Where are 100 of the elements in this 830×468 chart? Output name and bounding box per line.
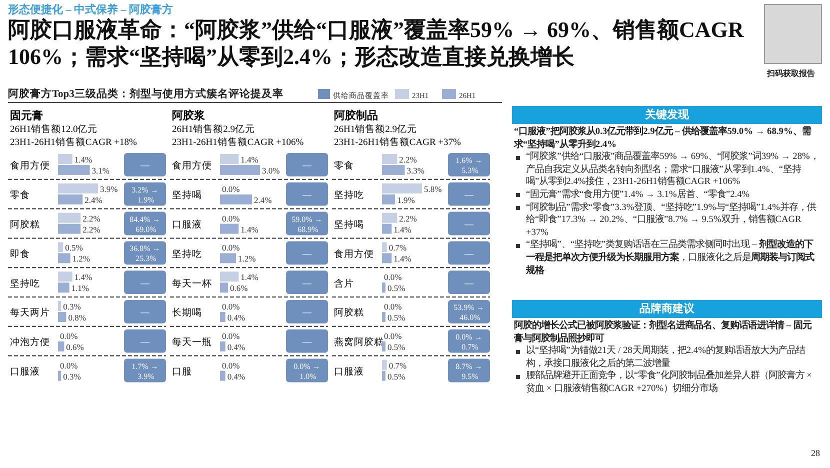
text: —: [140, 278, 150, 288]
bar: [382, 154, 398, 164]
text: 36.8% → 25.3%: [130, 244, 160, 264]
text: “阿胶制品”需求“零食”3.3%登顶、“坚持吃”1.9%与“坚持喝”1.4%并存，供给“即食”17.3% → 20.2%、“口服液”8.7% → 9.5%双升，销售额CAGR +37%: [525, 202, 818, 238]
bar: [382, 242, 387, 252]
text: 23H1-26H1销售额CAGR +18%: [10, 136, 138, 148]
data-label: 5.8%: [424, 184, 442, 194]
text: “坚持喝”、“坚持吃”类复购话语在三品类需求侧同时出现 – 剂型改造的下一程是把单次方便升级为长期服用方案，口服液化之后是周期装与订阅式规格: [526, 240, 814, 276]
data-label: 3.3%: [406, 166, 424, 176]
text: 0.0% → 0.7%: [456, 332, 482, 352]
text: 扫码获取报告: [766, 68, 816, 79]
text: 23H1-26H1销售额CAGR +106%: [172, 136, 304, 148]
data-label: 1.4%: [394, 224, 412, 234]
y-tick-label: 食用方便: [10, 160, 50, 172]
data-label: 0.0%: [384, 302, 402, 312]
text: —: [302, 278, 312, 288]
data-label: 0.5%: [65, 242, 83, 253]
bar: [58, 282, 70, 293]
data-label: 1.4%: [240, 272, 258, 282]
data-label: 0.5%: [387, 312, 406, 322]
bar: [220, 370, 226, 381]
bar: [220, 194, 252, 204]
y-tick-label: 阿胶糕: [10, 218, 40, 230]
chart-title: 阿胶浆: [172, 109, 205, 122]
bar: [382, 282, 386, 293]
data-label: 1.4%: [240, 224, 258, 234]
data-label: 2.2%: [82, 213, 100, 224]
data-label: 1.4%: [240, 154, 258, 164]
text: 1.6% → 5.3%: [456, 156, 482, 175]
data-label: 0.4%: [227, 371, 246, 382]
bar: [382, 183, 422, 194]
y-tick-label: 含片: [334, 277, 354, 290]
y-tick-label: 口服: [172, 366, 192, 378]
text: 53.9% → 46.0%: [454, 303, 484, 322]
text: —: [464, 278, 474, 288]
text: “口服液”把阿胶浆从0.3亿元带到2.9亿元 – 供给覆盖率59.0% → 68.9%、需求“坚持喝”从零升到2.4%: [514, 126, 812, 151]
chart-subtitle: 26H1销售额12.0亿元: [10, 123, 98, 135]
y-tick-label: 坚持喝: [172, 189, 202, 202]
text: 阿胶口服液革命：“阿胶浆”供给“口服液”覆盖率59% → 69%、销售额CAGR 106%；需求“坚持喝”从零到2.4%；形态改造直接兑换增长: [8, 16, 745, 70]
data-label: 0.4%: [227, 342, 246, 352]
data-label: 3.9%: [100, 184, 118, 194]
data-label: 0.0%: [60, 330, 78, 341]
bar: [382, 341, 386, 352]
data-label: 2.2%: [399, 154, 417, 164]
text: —: [140, 336, 150, 347]
bar: [220, 253, 236, 264]
bar: [220, 154, 239, 164]
bar: [58, 212, 81, 223]
text: 关键发现: [512, 106, 822, 124]
y-tick-label: 口服液: [334, 366, 364, 378]
data-label: 0.0%: [222, 184, 240, 194]
text: 3.2% → 1.9%: [132, 185, 158, 204]
text: “固元膏”需求“食用方便”1.4% → 3.1%居首、“零食”2.4%: [525, 188, 751, 202]
y-tick-label: 口服液: [10, 366, 40, 378]
data-label: 1.2%: [238, 254, 256, 264]
chart-subtitle: 26H1销售额2.9亿元: [334, 123, 417, 135]
data-label: 2.2%: [399, 213, 417, 224]
data-label: 0.3%: [63, 302, 81, 312]
data-label: 0.6%: [230, 283, 248, 294]
y-tick-label: 每天一瓶: [172, 336, 212, 348]
bar: [382, 312, 386, 322]
y-tick-label: 坚持喝: [334, 218, 364, 230]
text: —: [464, 190, 474, 200]
text: —: [464, 248, 474, 258]
data-label: 0.0%: [222, 213, 240, 224]
bar: [382, 224, 392, 234]
data-label: 2.4%: [254, 194, 272, 205]
data-label: 0.4%: [227, 312, 246, 322]
text: —: [302, 307, 312, 318]
data-label: 0.0%: [60, 360, 78, 370]
data-label: 3.1%: [92, 166, 110, 176]
chart-subtitle: 26H1销售额2.9亿元: [172, 123, 255, 135]
text: 1.7% → 3.9%: [132, 362, 158, 381]
bar: [220, 312, 226, 322]
y-tick-label: 零食: [10, 189, 30, 202]
data-label: 0.0%: [222, 360, 240, 370]
data-label: 2.4%: [84, 194, 102, 205]
y-tick-label: 食用方便: [334, 248, 374, 260]
data-label: 1.4%: [394, 254, 412, 264]
bar: [58, 301, 62, 311]
bar: [58, 253, 70, 264]
bar: [220, 282, 228, 293]
y-tick-label: 长期喝: [172, 306, 202, 319]
chart-title: 固元膏: [10, 109, 43, 122]
bar: [58, 242, 64, 252]
text: 59.0% → 68.9%: [292, 214, 322, 234]
bar: [382, 194, 396, 204]
text: 28: [810, 448, 820, 458]
text: —: [302, 160, 312, 170]
text: 23H1-26H1销售额CAGR +37%: [334, 136, 462, 148]
text: 形态便捷化 – 中式保养 – 阿胶膏方: [8, 2, 174, 17]
data-label: 0.3%: [63, 371, 81, 382]
bar: [58, 370, 62, 381]
data-label: 0.7%: [388, 242, 407, 253]
data-label: 0.0%: [222, 242, 240, 253]
bar: [220, 341, 226, 352]
bar: [382, 253, 392, 264]
data-label: 0.7%: [388, 360, 407, 370]
data-label: 0.5%: [387, 342, 406, 352]
text: 阿胶膏方Top3三级品类：剂型与使用方式簇名评论提及率: [8, 89, 284, 100]
